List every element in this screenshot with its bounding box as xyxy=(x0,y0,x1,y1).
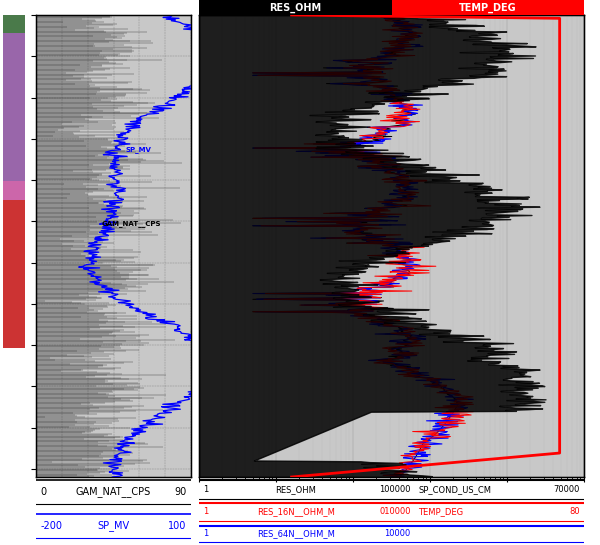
Text: 10000: 10000 xyxy=(385,529,411,538)
Bar xyxy=(392,0,584,15)
Text: RES_64N__OHM_M: RES_64N__OHM_M xyxy=(257,529,335,538)
Text: 1: 1 xyxy=(203,485,208,494)
Text: -200: -200 xyxy=(41,521,62,531)
Text: 100: 100 xyxy=(168,521,187,531)
Bar xyxy=(3,33,25,181)
Bar xyxy=(3,15,25,33)
Text: 1: 1 xyxy=(203,507,208,516)
Text: RES_OHM: RES_OHM xyxy=(269,2,322,13)
Text: GAM_NAT__CPS: GAM_NAT__CPS xyxy=(101,220,161,227)
Text: RES_16N__OHM_M: RES_16N__OHM_M xyxy=(257,507,335,516)
Text: 100000: 100000 xyxy=(379,485,411,494)
Bar xyxy=(3,181,25,200)
Text: 1: 1 xyxy=(203,529,208,538)
Text: 010000: 010000 xyxy=(379,507,411,516)
Text: RES_OHM: RES_OHM xyxy=(275,485,316,494)
Text: TEMP_DEG: TEMP_DEG xyxy=(418,507,464,516)
Text: TEMP_DEG: TEMP_DEG xyxy=(459,2,517,13)
Text: SP_COND_US_CM: SP_COND_US_CM xyxy=(418,485,491,494)
Text: 90: 90 xyxy=(174,487,187,497)
Text: SP_MV: SP_MV xyxy=(97,520,130,531)
Bar xyxy=(3,200,25,348)
Text: 80: 80 xyxy=(569,507,580,516)
Text: GAM_NAT__CPS: GAM_NAT__CPS xyxy=(76,487,151,498)
Text: 0: 0 xyxy=(41,487,47,497)
Text: SP_MV: SP_MV xyxy=(125,146,151,153)
Bar xyxy=(199,0,392,15)
Text: 70000: 70000 xyxy=(554,485,580,494)
